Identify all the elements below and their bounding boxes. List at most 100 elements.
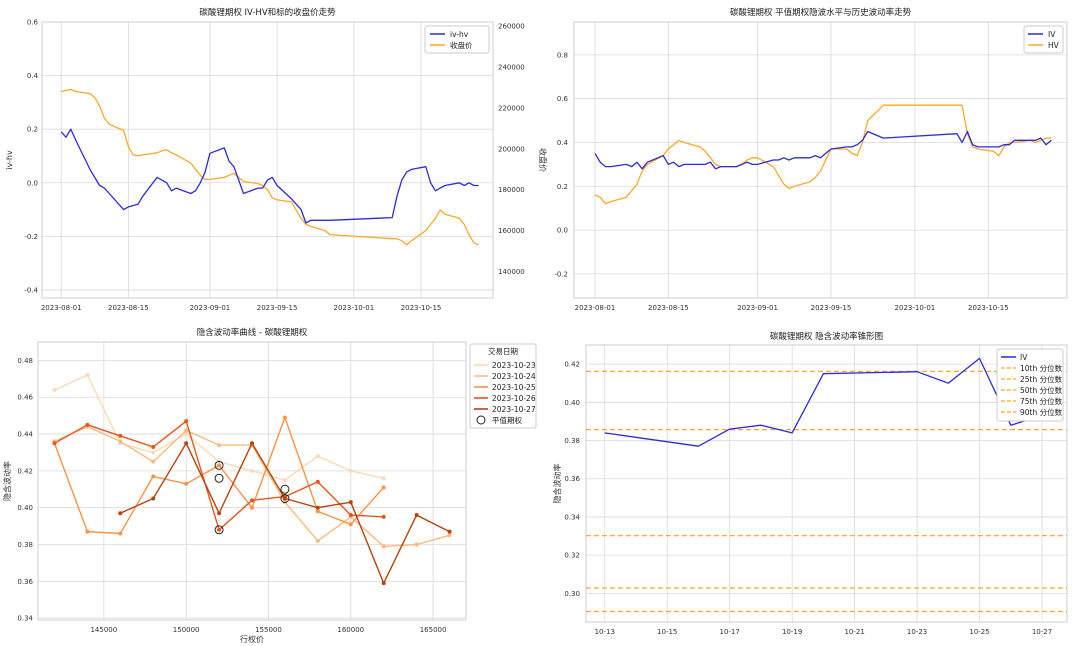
data-point xyxy=(217,463,222,468)
x-tick-label: 2023-09-01 xyxy=(737,304,778,312)
y-tick-label: -0.2 xyxy=(24,233,38,241)
data-point xyxy=(118,439,123,444)
data-point xyxy=(315,509,320,514)
y-tick-label: 0.34 xyxy=(17,615,33,623)
x-tick-label: 2023-08-15 xyxy=(108,304,149,312)
legend-label: IV xyxy=(1048,30,1056,39)
y2-tick-label: 240000 xyxy=(498,63,525,71)
y-tick-label: 0.6 xyxy=(27,19,39,27)
data-point xyxy=(348,513,353,518)
y-tick-label: 0.38 xyxy=(17,541,33,549)
y-axis-label: iv-hv xyxy=(5,150,14,170)
y2-tick-label: 200000 xyxy=(498,145,525,153)
x-tick-label: 2023-10-15 xyxy=(968,304,1009,312)
x-tick-label: 2023-10-01 xyxy=(334,304,375,312)
x-tick-label: 10-27 xyxy=(1032,628,1052,636)
y-tick-label: -0.2 xyxy=(554,270,568,278)
x-tick-label: 10-21 xyxy=(844,628,864,636)
y-tick-label: 0.48 xyxy=(17,357,33,365)
x-tick-label: 10-15 xyxy=(657,628,677,636)
data-point xyxy=(282,415,287,420)
y-tick-label: 0.42 xyxy=(564,361,580,369)
x-tick-label: 2023-08-01 xyxy=(41,304,82,312)
y-tick-label: 0.4 xyxy=(557,139,569,147)
x-axis-label: 行权价 xyxy=(240,634,264,644)
data-point xyxy=(282,496,287,501)
y-tick-label: 0.40 xyxy=(564,399,580,407)
data-point xyxy=(348,522,353,527)
data-point xyxy=(348,500,353,505)
legend-label: 50th 分位数 xyxy=(1020,385,1063,395)
data-point xyxy=(250,441,254,446)
data-point xyxy=(184,441,189,446)
data-point xyxy=(250,498,254,503)
data-point xyxy=(348,468,353,473)
data-point xyxy=(118,511,123,516)
y-tick-label: 0.36 xyxy=(17,578,33,586)
data-point xyxy=(118,433,123,438)
chart-title: 碳酸锂期权 IV-HV和标的收盘价走势 xyxy=(199,7,336,18)
legend-label: 25th 分位数 xyxy=(1020,374,1063,384)
legend-label: HV xyxy=(1048,41,1060,50)
chart-iv-vs-hv: 2023-08-01 2023-08-15 2023-09-01 2023-09-15… xyxy=(554,7,1068,312)
x-tick-label: 10-13 xyxy=(595,628,615,636)
x-tick-label: 10-17 xyxy=(720,628,740,636)
data-point xyxy=(85,373,90,378)
data-point xyxy=(217,527,222,532)
x-tick-label: 165000 xyxy=(420,626,447,634)
data-point xyxy=(85,529,90,534)
y-tick-label: 0.32 xyxy=(564,552,580,560)
data-point xyxy=(52,441,57,446)
data-point xyxy=(315,538,320,543)
y-tick-label: 0.2 xyxy=(557,183,568,191)
series-hv-line xyxy=(594,104,1052,205)
y2-tick-label: 140000 xyxy=(498,268,525,276)
x-tick-label: 2023-09-15 xyxy=(257,304,298,312)
atm-marker xyxy=(214,460,224,470)
data-point xyxy=(184,432,189,437)
data-point xyxy=(381,581,386,586)
y-tick-label: 0.0 xyxy=(27,179,38,187)
x-tick-label: 10-23 xyxy=(907,628,927,636)
legend-label: iv-hv xyxy=(450,30,469,39)
series-iv-line xyxy=(594,130,1052,170)
x-tick-label: 160000 xyxy=(337,626,364,634)
x-tick-label: 155000 xyxy=(255,626,282,634)
y-tick-label: 0.42 xyxy=(17,467,33,475)
y-tick-label: 0.30 xyxy=(564,590,580,598)
legend-label: 平值期权 xyxy=(492,415,522,425)
chart-iv-hv-close: 2023-08-01 2023-08-15 2023-09-01 2023-09-15… xyxy=(5,7,548,312)
data-point xyxy=(217,511,222,516)
plot-frame xyxy=(585,344,1068,623)
y-tick-label: 0.4 xyxy=(27,72,39,80)
y-tick-label: 0.34 xyxy=(564,513,580,521)
x-tick-label: 145000 xyxy=(90,626,117,634)
legend-label: IV xyxy=(1020,353,1028,362)
x-tick-label: 150000 xyxy=(173,626,200,634)
x-tick-label: 2023-10-01 xyxy=(895,304,936,312)
data-point xyxy=(151,459,156,464)
y2-tick-label: 260000 xyxy=(498,23,525,31)
chart-title: 碳酸锂期权 隐含波动率锥形图 xyxy=(770,331,883,342)
x-tick-label: 2023-10-15 xyxy=(401,304,442,312)
data-point xyxy=(250,505,254,510)
y-tick-label: 0.46 xyxy=(17,394,33,402)
x-tick-label: 10-19 xyxy=(782,628,802,636)
data-point xyxy=(414,513,419,518)
y-axis-label: 隐含波动率 xyxy=(552,464,562,504)
legend-label: 2023-10-23 xyxy=(492,361,536,370)
legend-label: 75th 分位数 xyxy=(1020,396,1063,406)
data-point xyxy=(184,428,189,433)
y2-tick-label: 160000 xyxy=(498,227,525,235)
data-point xyxy=(52,387,57,392)
data-point xyxy=(282,478,287,483)
data-point xyxy=(315,454,320,459)
y-tick-label: 0.36 xyxy=(564,475,580,483)
data-point xyxy=(447,533,452,538)
data-point xyxy=(151,444,156,449)
y-axis-label: 隐含波动率 xyxy=(2,461,12,501)
x-tick-label: 2023-09-01 xyxy=(190,304,231,312)
chart-iv-smile: 145000 150000 155000 160000 165000 0.34 0.36 0.… xyxy=(2,327,537,644)
y-tick-label: -0.4 xyxy=(24,286,38,294)
